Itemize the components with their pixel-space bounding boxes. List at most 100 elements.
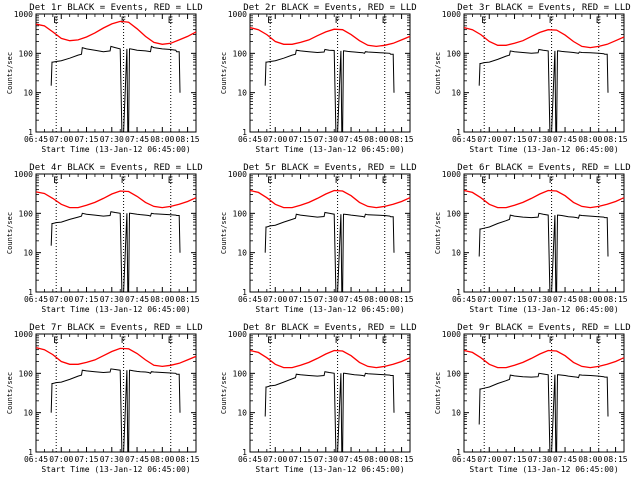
- x-tick-label: 08:00: [150, 135, 174, 144]
- x-tick-label: 06:45: [238, 455, 262, 464]
- x-tick-label: 07:15: [74, 135, 98, 144]
- x-tick-label: 07:15: [74, 295, 98, 304]
- x-tick-label: 07:45: [339, 135, 363, 144]
- panel-title: Det 9r BLACK = Events, RED = LLD: [457, 323, 630, 333]
- y-axis-label: Counts/sec: [434, 212, 442, 254]
- x-tick-label: 07:15: [288, 455, 312, 464]
- y-axis-label: Counts/sec: [6, 372, 14, 414]
- plot-frame: [35, 13, 197, 133]
- x-tick-label: 07:30: [528, 295, 552, 304]
- x-tick-label: 07:15: [288, 295, 312, 304]
- panel-title: Det 3r BLACK = Events, RED = LLD: [457, 3, 630, 13]
- event-marker-label: E: [168, 336, 173, 346]
- y-tick-label: 100: [19, 49, 34, 58]
- x-tick-label: 07:30: [528, 455, 552, 464]
- series-lld-line: [249, 26, 411, 48]
- series-events-line: [478, 48, 609, 133]
- x-tick-label: 06:45: [238, 295, 262, 304]
- y-tick-label: 10: [23, 249, 33, 258]
- x-tick-label: 08:00: [150, 295, 174, 304]
- x-tick-label: 07:30: [100, 135, 124, 144]
- y-tick-label: 1: [242, 288, 247, 297]
- event-marker-label: E: [267, 336, 272, 346]
- event-marker-label: E: [596, 336, 601, 346]
- y-axis-label: Counts/sec: [434, 52, 442, 94]
- x-tick-label: 06:45: [24, 455, 48, 464]
- event-marker-label: E: [481, 16, 486, 26]
- x-tick-label: 08:00: [364, 295, 388, 304]
- x-tick-label: 07:30: [100, 455, 124, 464]
- panel-det-4: Det 4r BLACK = Events, RED = LLD 1 10 100 10…: [6, 163, 203, 314]
- y-tick-label: 10: [237, 249, 247, 258]
- series-events-line: [264, 48, 395, 133]
- x-tick-label: 08:15: [604, 455, 628, 464]
- x-tick-label: 07:15: [502, 135, 526, 144]
- event-marker-label: F: [549, 176, 554, 186]
- x-axis-label: Start Time (13-Jan-12 06:45:00): [469, 465, 618, 474]
- y-tick-label: 1000: [442, 170, 461, 179]
- y-tick-label: 1: [242, 448, 247, 457]
- x-tick-label: 08:00: [578, 135, 602, 144]
- series-lld-line: [249, 189, 411, 209]
- x-axis-label: Start Time (13-Jan-12 06:45:00): [255, 145, 404, 154]
- series-events-line: [50, 211, 181, 293]
- x-tick-label: 08:15: [176, 295, 200, 304]
- series-events-line: [478, 372, 609, 453]
- event-marker-label: F: [121, 176, 126, 186]
- y-tick-label: 1: [456, 448, 461, 457]
- panel-title: Det 7r BLACK = Events, RED = LLD: [29, 323, 202, 333]
- x-tick-label: 07:00: [263, 455, 287, 464]
- x-tick-label: 08:15: [390, 135, 414, 144]
- x-axis-label: Start Time (13-Jan-12 06:45:00): [41, 145, 190, 154]
- y-axis-label: Counts/sec: [6, 52, 14, 94]
- series-lld-line: [463, 349, 625, 369]
- x-tick-label: 07:45: [125, 135, 149, 144]
- x-tick-label: 07:45: [125, 295, 149, 304]
- x-tick-label: 07:45: [553, 295, 577, 304]
- x-tick-label: 08:15: [604, 135, 628, 144]
- series-events-line: [50, 368, 181, 453]
- y-tick-label: 10: [451, 409, 461, 418]
- x-tick-label: 06:45: [452, 135, 476, 144]
- x-tick-label: 06:45: [24, 135, 48, 144]
- panel-det-6: Det 6r BLACK = Events, RED = LLD 1 10 100 10…: [434, 163, 631, 314]
- plot-frame: [249, 13, 411, 133]
- x-tick-label: 07:30: [528, 135, 552, 144]
- x-tick-label: 07:45: [125, 455, 149, 464]
- y-tick-label: 100: [447, 49, 462, 58]
- plot-frame: [463, 333, 625, 453]
- x-tick-label: 07:00: [477, 135, 501, 144]
- event-marker-label: E: [53, 16, 58, 26]
- x-axis-label: Start Time (13-Jan-12 06:45:00): [469, 145, 618, 154]
- plot-frame: [463, 173, 625, 293]
- plot-frame: [463, 13, 625, 133]
- plot-frame: [249, 333, 411, 453]
- y-axis-label: Counts/sec: [6, 212, 14, 254]
- event-marker-label: E: [596, 176, 601, 186]
- x-tick-label: 07:30: [314, 135, 338, 144]
- x-tick-label: 06:45: [238, 135, 262, 144]
- panel-title: Det 2r BLACK = Events, RED = LLD: [243, 3, 416, 13]
- y-tick-label: 10: [451, 249, 461, 258]
- x-axis-label: Start Time (13-Jan-12 06:45:00): [469, 305, 618, 314]
- y-tick-label: 100: [447, 209, 462, 218]
- x-tick-label: 08:00: [578, 455, 602, 464]
- x-tick-label: 08:15: [390, 455, 414, 464]
- y-tick-label: 10: [23, 409, 33, 418]
- series-lld-line: [463, 26, 625, 49]
- y-tick-label: 100: [233, 49, 248, 58]
- x-tick-label: 06:45: [452, 455, 476, 464]
- event-marker-label: F: [121, 336, 126, 346]
- event-marker-label: F: [549, 16, 554, 26]
- panel-title: Det 5r BLACK = Events, RED = LLD: [243, 163, 416, 173]
- y-tick-label: 1: [242, 128, 247, 137]
- x-tick-label: 07:15: [74, 455, 98, 464]
- event-marker-label: F: [335, 336, 340, 346]
- x-tick-label: 07:15: [502, 295, 526, 304]
- x-tick-label: 07:00: [477, 295, 501, 304]
- x-axis-label: Start Time (13-Jan-12 06:45:00): [41, 305, 190, 314]
- x-tick-label: 07:45: [553, 455, 577, 464]
- x-tick-label: 08:15: [604, 295, 628, 304]
- x-tick-label: 07:30: [314, 455, 338, 464]
- y-axis-label: Counts/sec: [434, 372, 442, 414]
